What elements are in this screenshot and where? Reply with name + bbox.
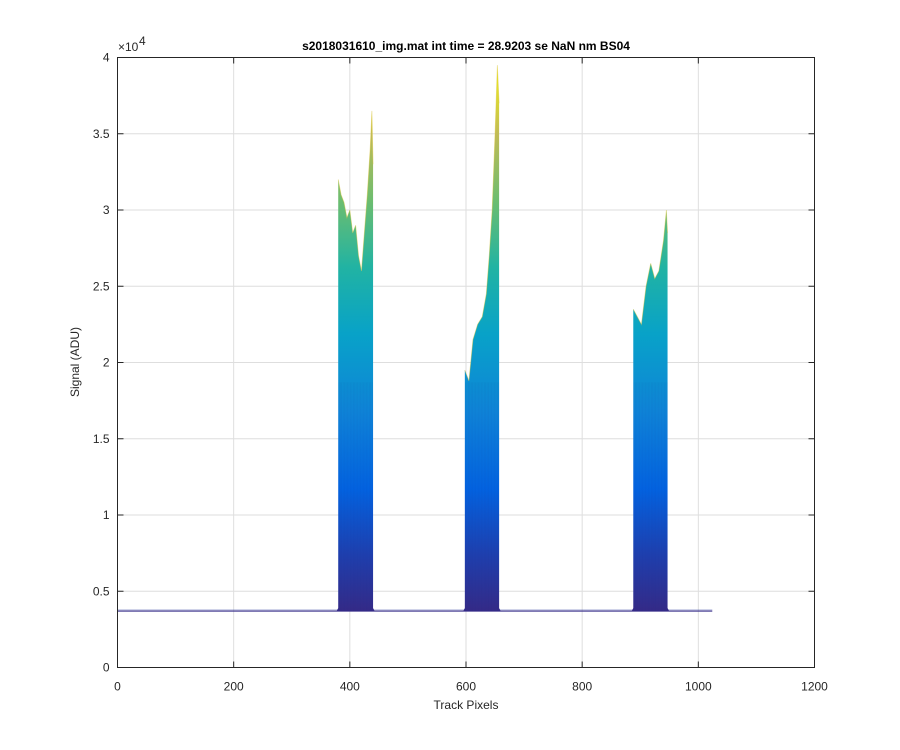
peak-2: [463, 65, 501, 612]
y-tick-label: 3.5: [93, 127, 110, 141]
x-tick-label: 1200: [801, 680, 828, 694]
x-tick-label: 1000: [685, 680, 712, 694]
y-tick-label: 1: [103, 508, 110, 522]
tick-marks: [117, 57, 815, 668]
y-tick-label: 4: [103, 51, 110, 65]
y-tick-label: 3: [103, 203, 110, 217]
y-exponent-base: ×10: [118, 40, 139, 54]
y-exponent-power: 4: [139, 34, 146, 48]
x-axis-label: Track Pixels: [434, 698, 499, 712]
y-axis-label: Signal (ADU): [68, 327, 82, 397]
x-tick-label: 200: [224, 680, 244, 694]
peak-1: [336, 110, 375, 612]
y-tick-label: 0.5: [93, 584, 110, 598]
x-tick-labels: 0 200 400 600 800 1000 1200: [114, 680, 828, 694]
peak-1-envelope: [337, 110, 374, 272]
y-tick-label: 0: [103, 661, 110, 675]
x-tick-label: 400: [340, 680, 360, 694]
x-tick-label: 800: [572, 680, 592, 694]
y-tick-label: 2.5: [93, 279, 110, 293]
peak-2-envelope: [464, 65, 500, 381]
x-tick-label: 0: [114, 680, 121, 694]
x-tick-label: 600: [456, 680, 476, 694]
chart-title: s2018031610_img.mat int time = 28.9203 s…: [302, 39, 630, 53]
y-tick-labels: 0 0.5 1 1.5 2 2.5 3 3.5 4: [93, 51, 110, 675]
y-tick-label: 2: [103, 356, 110, 370]
peak-3-envelope: [632, 209, 668, 326]
peak-3: [631, 210, 670, 612]
y-tick-label: 1.5: [93, 432, 110, 446]
plot-data: [117, 65, 713, 612]
